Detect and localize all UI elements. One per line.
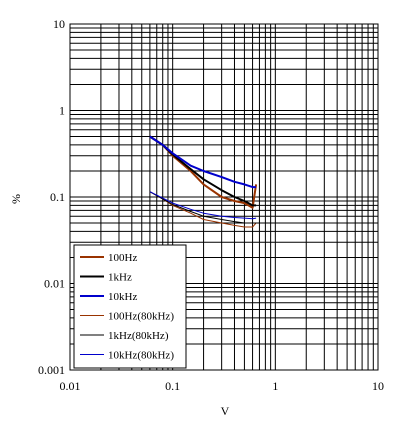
x-axis-label: V [221,404,230,418]
legend-label: 1kHz [108,272,132,284]
series-line-10khz [149,135,257,189]
legend-label: 10kHz(80kHz) [108,350,174,362]
legend-label: 10kHz [108,291,137,303]
y-tick-label: 1 [59,104,65,118]
y-tick-label: 0.1 [50,190,65,204]
y-tick-label: 0.001 [38,363,65,377]
legend-box [73,244,187,369]
tick-labels: 0.01 0.1 1 10 0.001 0.01 0.1 1 10 [38,17,384,393]
legend-label: 1kHz(80kHz) [108,330,169,342]
legend-label: 100Hz [108,252,137,264]
grid [69,24,378,371]
legend: 100Hz 1kHz 10kHz 100Hz(80kHz) 1kHz(80kHz) 10k… [73,244,187,369]
y-tick-label: 10 [53,17,65,31]
series-layer [149,135,258,228]
series-line-1khz-80khz- [149,191,257,224]
x-tick-label: 1 [272,379,278,393]
x-tick-label: 10 [372,379,384,393]
x-tick-label: 0.1 [165,379,180,393]
y-tick-label: 0.01 [44,277,65,291]
legend-label: 100Hz(80kHz) [108,311,174,323]
plot-frame [69,23,379,371]
series-line-10khz-80khz- [149,191,257,220]
x-tick-label: 0.01 [60,379,81,393]
y-axis-label: % [9,194,23,204]
